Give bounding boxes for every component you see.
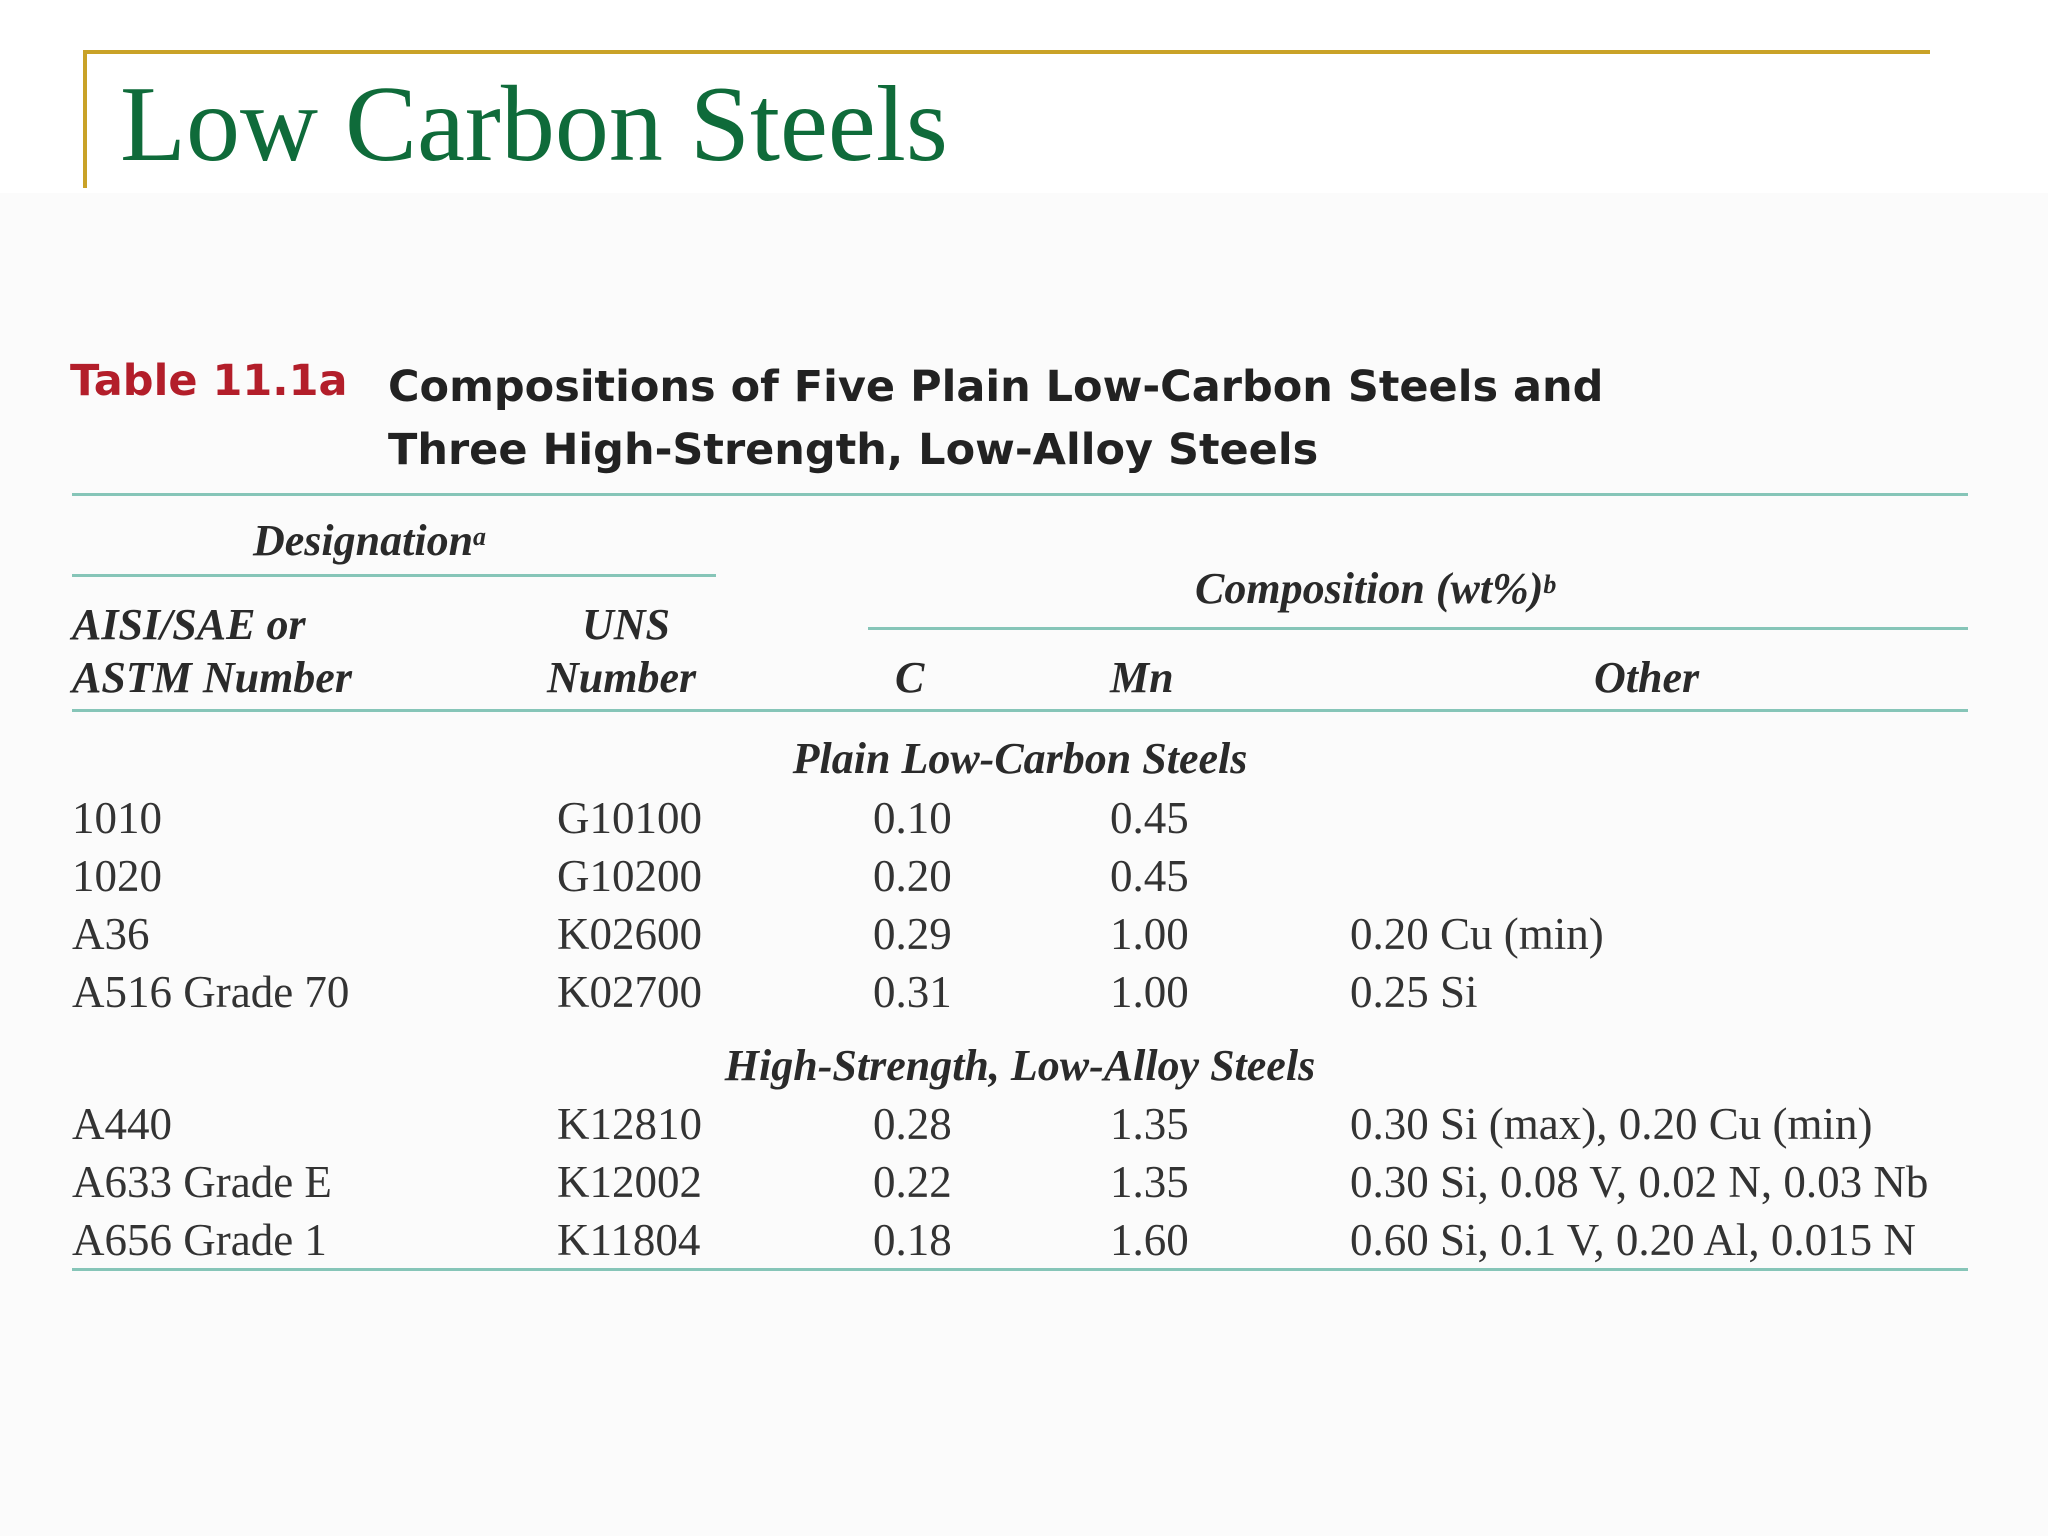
uns-cell: G10100 xyxy=(557,793,702,843)
table-caption-line-1: Compositions of Five Plain Low-Carbon St… xyxy=(388,362,1604,412)
c-cell: 0.28 xyxy=(873,1099,952,1149)
uns-cell: K02700 xyxy=(557,967,702,1017)
other-cell: 0.60 Si, 0.1 V, 0.20 Al, 0.015 N xyxy=(1350,1215,1916,1265)
uns-cell: K12810 xyxy=(557,1099,702,1149)
aisi-cell: A36 xyxy=(72,909,150,959)
aisi-cell: 1010 xyxy=(72,793,162,843)
table-bottom-rule xyxy=(72,1268,1968,1271)
uns-cell: K12002 xyxy=(557,1157,702,1207)
table-top-rule xyxy=(72,493,1968,496)
aisi-cell: A516 Grade 70 xyxy=(72,967,350,1017)
uns-cell: G10200 xyxy=(557,851,702,901)
composition-header: Composition (wt%)b xyxy=(1195,563,1556,615)
c-cell: 0.10 xyxy=(873,793,952,843)
composition-header-text: Composition (wt%) xyxy=(1195,564,1544,613)
composition-rule xyxy=(868,627,1968,630)
c-cell: 0.20 xyxy=(873,851,952,901)
designation-rule xyxy=(72,574,716,577)
designation-header: Designationa xyxy=(253,515,486,567)
mn-cell: 1.35 xyxy=(1110,1157,1189,1207)
title-top-rule xyxy=(83,50,1930,54)
designation-header-text: Designation xyxy=(253,516,474,565)
uns-header-line-2: Number xyxy=(547,653,697,702)
other-cell: 0.30 Si, 0.08 V, 0.02 N, 0.03 Nb xyxy=(1350,1157,1929,1207)
slide-title: Low Carbon Steels xyxy=(120,65,948,184)
c-cell: 0.22 xyxy=(873,1157,952,1207)
other-cell: 0.30 Si (max), 0.20 Cu (min) xyxy=(1350,1099,1873,1149)
c-cell: 0.29 xyxy=(873,909,952,959)
section-title-hsla: High-Strength, Low-Alloy Steels xyxy=(724,1041,1316,1090)
other-cell: 0.25 Si xyxy=(1350,967,1478,1017)
other-cell: 0.20 Cu (min) xyxy=(1350,909,1604,959)
uns-header-line-1: UNS xyxy=(582,600,671,649)
uns-cell: K02600 xyxy=(557,909,702,959)
mn-cell: 1.60 xyxy=(1110,1215,1189,1265)
uns-cell: K11804 xyxy=(557,1215,701,1265)
composition-footnote-mark: b xyxy=(1543,570,1557,599)
mn-cell: 1.35 xyxy=(1110,1099,1189,1149)
table-caption: Compositions of Five Plain Low-Carbon St… xyxy=(388,356,1603,482)
aisi-cell: 1020 xyxy=(72,851,162,901)
aisi-cell: A440 xyxy=(72,1099,172,1149)
mn-cell: 0.45 xyxy=(1110,793,1189,843)
c-cell: 0.31 xyxy=(873,967,952,1017)
aisi-cell: A656 Grade 1 xyxy=(72,1215,327,1265)
aisi-cell: A633 Grade E xyxy=(72,1157,332,1207)
table-caption-line-2: Three High-Strength, Low-Alloy Steels xyxy=(388,425,1319,475)
title-left-rule xyxy=(83,50,87,188)
mn-header: Mn xyxy=(1110,653,1174,702)
c-cell: 0.18 xyxy=(873,1215,952,1265)
section-title-plain-low-carbon: Plain Low-Carbon Steels xyxy=(792,734,1248,783)
designation-footnote-mark: a xyxy=(473,522,487,551)
mn-cell: 1.00 xyxy=(1110,909,1189,959)
header-bottom-rule xyxy=(72,709,1968,712)
other-header: Other xyxy=(1594,653,1700,702)
aisi-header-line-2: ASTM Number xyxy=(72,653,352,702)
table-label: Table 11.1a xyxy=(70,356,348,406)
c-header: C xyxy=(895,653,925,702)
mn-cell: 1.00 xyxy=(1110,967,1189,1017)
table-figure xyxy=(0,193,2048,1536)
aisi-header-line-1: AISI/SAE or xyxy=(72,600,306,649)
mn-cell: 0.45 xyxy=(1110,851,1189,901)
